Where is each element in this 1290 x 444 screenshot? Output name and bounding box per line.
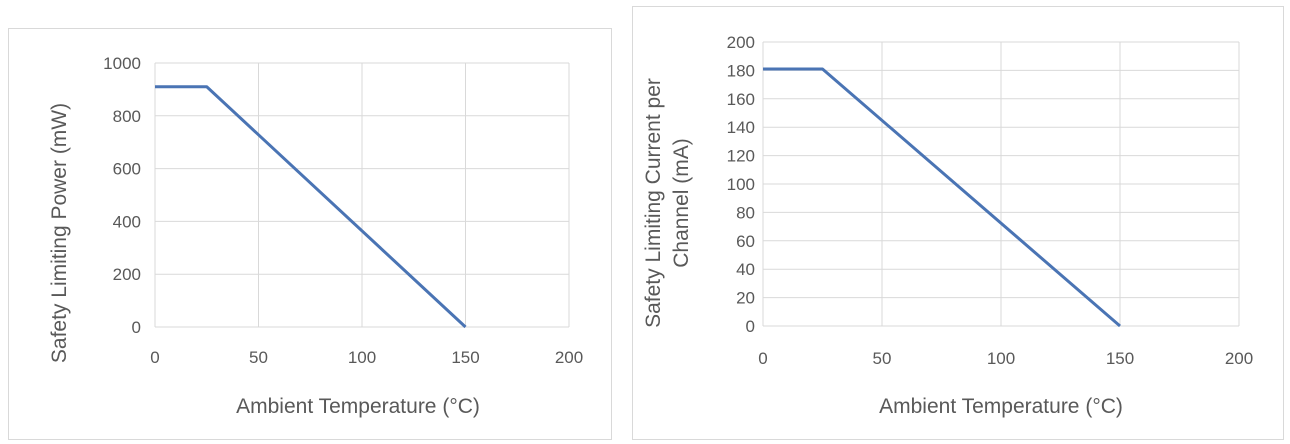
chart-current-y-tick-label: 60 xyxy=(736,232,755,251)
chart-current-x-axis-title: Ambient Temperature (°C) xyxy=(879,395,1123,418)
chart-power-x-tick-label: 50 xyxy=(249,348,268,367)
chart-power-x-tick-label: 100 xyxy=(348,348,376,367)
chart-current-x-tick-label: 0 xyxy=(758,349,767,368)
chart-power-x-tick-label: 150 xyxy=(451,348,479,367)
chart-current-x-tick-label: 50 xyxy=(873,349,892,368)
chart-current-y-axis-title-line1: Safety Limiting Current per xyxy=(642,78,665,328)
chart-power-x-tick-label: 0 xyxy=(150,348,159,367)
chart-current-y-tick-label: 40 xyxy=(736,260,755,279)
chart-power-grid xyxy=(154,62,570,328)
chart-current-y-tick-label: 20 xyxy=(736,289,755,308)
chart-power-x-ticks: 0 50 100 150 200 xyxy=(150,348,583,367)
chart-power-series-line xyxy=(155,85,467,329)
chart-current-x-ticks: 0 50 100 150 200 xyxy=(758,349,1253,368)
chart-current-y-tick-label: 160 xyxy=(727,90,755,109)
chart-current-svg: 0 20 40 60 80 100 120 140 160 180 200 0 50 100 150 200… xyxy=(642,33,1253,418)
chart-current-y-tick-label: 180 xyxy=(727,61,755,80)
chart-current-y-tick-label: 120 xyxy=(727,147,755,166)
chart-current-series-group xyxy=(763,67,1121,328)
chart-power-y-tick-label: 800 xyxy=(113,107,141,126)
chart-power-y-tick-label: 200 xyxy=(113,265,141,284)
chart-power-series-group xyxy=(155,85,467,329)
chart-power-svg: 0 200 400 600 800 1000 0 50 100 150 200 Ambient T… xyxy=(48,54,583,418)
chart-power-y-tick-label: 600 xyxy=(113,160,141,179)
chart-power-y-tick-label: 400 xyxy=(113,212,141,231)
chart-current-series-line xyxy=(763,67,1121,328)
chart-current-x-tick-label: 200 xyxy=(1225,349,1253,368)
chart-current-x-tick-label: 150 xyxy=(1106,349,1134,368)
chart-current-grid xyxy=(762,41,1240,327)
chart-current-y-tick-label: 200 xyxy=(727,33,755,52)
chart-current-y-tick-label: 100 xyxy=(727,175,755,194)
chart-current-y-tick-label: 0 xyxy=(746,317,755,336)
chart-power-y-tick-label: 1000 xyxy=(103,54,141,73)
chart-power-x-tick-label: 200 xyxy=(555,348,583,367)
chart-current-y-ticks: 0 20 40 60 80 100 120 140 160 180 200 xyxy=(727,33,755,336)
chart-power-y-tick-label: 0 xyxy=(132,318,141,337)
chart-current-panel: 0 20 40 60 80 100 120 140 160 180 200 0 50 100 150 200… xyxy=(632,6,1284,440)
chart-power-x-axis-title: Ambient Temperature (°C) xyxy=(236,395,480,418)
chart-power-y-ticks: 0 200 400 600 800 1000 xyxy=(103,54,141,337)
chart-power-panel: 0 200 400 600 800 1000 0 50 100 150 200 Ambient T… xyxy=(8,28,612,440)
chart-power-y-axis-title: Safety Limiting Power (mW) xyxy=(48,103,71,363)
chart-current-y-axis-title-group: Safety Limiting Current per Channel (mA) xyxy=(642,78,693,328)
chart-current-y-tick-label: 80 xyxy=(736,203,755,222)
chart-current-y-tick-label: 140 xyxy=(727,118,755,137)
chart-current-y-axis-title-line2: Channel (mA) xyxy=(670,138,693,268)
chart-current-x-tick-label: 100 xyxy=(987,349,1015,368)
